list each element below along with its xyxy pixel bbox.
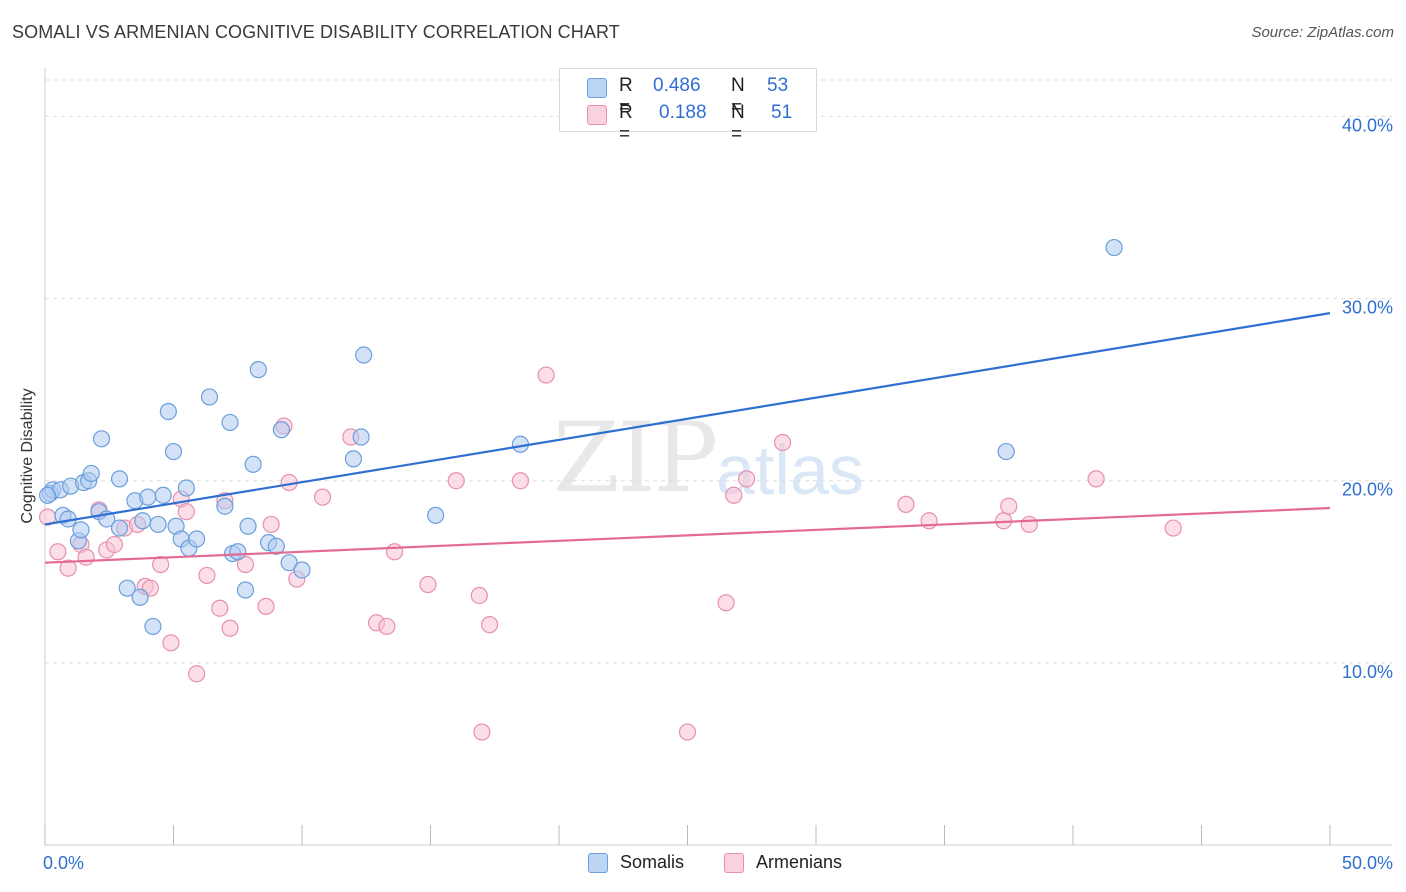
armenian-point — [511, 472, 530, 490]
somali-point — [139, 488, 157, 506]
somali-point — [188, 530, 206, 548]
armenians-n-label: N = — [731, 102, 745, 145]
armenian-point — [717, 594, 735, 612]
somali-point — [164, 442, 183, 461]
somali-point — [293, 561, 311, 579]
somali-point — [249, 361, 267, 379]
somali-point — [92, 430, 111, 448]
somalis-r-label: R = — [619, 75, 633, 118]
somali-point — [236, 581, 255, 599]
somali-point — [355, 346, 373, 364]
armenians-n-value: 51 — [771, 102, 793, 123]
armenian-point — [236, 555, 255, 574]
armenian-point — [419, 575, 437, 594]
armenian-point — [773, 433, 792, 452]
armenian-point — [897, 495, 915, 513]
armenian-point — [152, 555, 170, 574]
somali-point — [344, 450, 362, 468]
somali-point — [144, 617, 162, 636]
source-credit: Source: ZipAtlas.com — [1251, 24, 1394, 41]
armenian-point — [188, 665, 206, 683]
armenian-point — [473, 723, 491, 741]
armenian-point — [1020, 515, 1038, 534]
armenian-point — [537, 366, 555, 384]
somalis-swatch — [587, 78, 607, 98]
somali-point — [280, 554, 298, 572]
somali-point — [118, 579, 136, 597]
somali-point — [159, 402, 177, 421]
armenian-point — [257, 597, 275, 615]
somali-point — [216, 497, 234, 515]
armenian-point — [725, 486, 743, 504]
armenian-point — [738, 470, 756, 488]
somali-point — [72, 521, 90, 539]
armenian-point — [447, 472, 465, 490]
somali-point — [110, 470, 129, 488]
y-tick-label: 20.0% — [1342, 480, 1393, 500]
somali-point — [200, 388, 219, 406]
armenian-point — [262, 515, 280, 534]
watermark-zip: ZIP — [553, 402, 718, 514]
armenians-swatch — [587, 105, 607, 125]
armenian-point — [678, 723, 697, 741]
armenian-point — [385, 543, 404, 561]
y-tick-label: 10.0% — [1342, 662, 1393, 682]
somali-point — [1105, 238, 1123, 257]
somalis-n-value: 53 — [767, 75, 789, 96]
somali-point — [110, 519, 129, 537]
somali-point — [177, 479, 195, 497]
armenian-point — [378, 617, 396, 636]
somali-point — [427, 506, 445, 524]
somali-point — [997, 442, 1015, 461]
somali-point — [131, 588, 149, 606]
somali-point — [38, 486, 57, 504]
armenians-r-label: R = — [619, 102, 633, 145]
somali-point — [244, 455, 262, 473]
somali-point — [267, 537, 285, 555]
y-tick-label: 40.0% — [1342, 115, 1393, 135]
stats-legend: R = 0.486 N = 53 R = 0.188 N = 51 — [559, 68, 817, 145]
somali-point — [134, 512, 152, 530]
armenian-point — [49, 543, 67, 561]
somali-point — [154, 486, 172, 504]
somali-point — [229, 543, 247, 561]
armenian-point — [221, 619, 239, 637]
x-tick-label: 50.0% — [1342, 853, 1393, 873]
armenian-point — [177, 503, 195, 521]
somali-point — [352, 428, 370, 446]
armenian-point — [470, 586, 488, 605]
armenian-point — [211, 599, 229, 617]
x-tick-label: 0.0% — [43, 853, 84, 873]
armenian-point — [77, 548, 95, 566]
somalis-n-label: N = — [731, 75, 745, 118]
armenian-point — [313, 488, 332, 506]
legend-armenians-label: Armenians — [756, 852, 843, 872]
y-tick-label: 30.0% — [1342, 298, 1393, 318]
legend-somalis-swatch — [588, 853, 608, 873]
armenian-point — [198, 566, 216, 585]
somali-point — [272, 421, 291, 439]
legend-armenians-swatch — [724, 853, 744, 873]
armenian-point — [1164, 519, 1182, 537]
chart-title: SOMALI VS ARMENIAN COGNITIVE DISABILITY … — [12, 22, 620, 42]
somali-trendline — [44, 312, 1331, 526]
somali-point — [82, 464, 100, 483]
armenian-point — [481, 616, 499, 634]
armenian-trendline — [44, 506, 1331, 564]
somali-point — [149, 515, 167, 534]
armenian-point — [162, 634, 180, 652]
armenian-point — [1087, 470, 1105, 488]
armenian-point — [59, 559, 77, 577]
somali-point — [239, 517, 257, 535]
somalis-r-value: 0.486 — [653, 75, 701, 96]
somali-point — [221, 413, 239, 432]
armenians-r-value: 0.188 — [659, 102, 707, 123]
armenian-point — [1000, 497, 1018, 515]
armenian-point — [105, 535, 123, 554]
legend-somalis-label: Somalis — [620, 852, 685, 872]
